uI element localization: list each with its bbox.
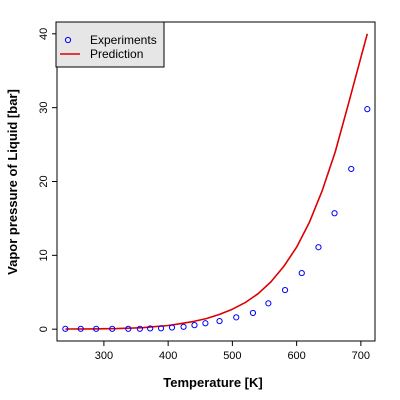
- y-tick-label: 0: [38, 326, 50, 332]
- experiment-point: [281, 286, 289, 294]
- experiment-point: [136, 325, 143, 332]
- experiment-point: [77, 325, 84, 332]
- experiment-point: [125, 325, 132, 332]
- x-axis-title: Temperature [K]: [163, 375, 262, 390]
- legend-experiments-marker: [64, 36, 72, 44]
- experiment-point: [364, 106, 371, 113]
- experiment-point: [168, 324, 176, 331]
- x-tick-label: 700: [352, 350, 370, 362]
- y-tick-label: 30: [38, 102, 50, 114]
- experiment-point: [191, 322, 198, 329]
- experiment-point: [249, 309, 257, 317]
- experiment-point: [202, 320, 209, 327]
- legend: Experiments Prediction: [55, 21, 165, 68]
- y-axis: 0 10 20 30 40: [38, 28, 57, 332]
- y-tick-label: 20: [38, 175, 50, 187]
- experiment-point: [180, 323, 187, 330]
- experiment-point: [315, 244, 322, 251]
- prediction-line: [65, 33, 369, 330]
- y-tick-label: 10: [38, 249, 50, 261]
- x-tick-label: 500: [223, 350, 241, 362]
- experiment-point: [216, 317, 223, 325]
- legend-box: [55, 21, 165, 68]
- x-tick-label: 600: [287, 350, 305, 362]
- experiment-point: [331, 210, 338, 217]
- experiment-point: [62, 325, 69, 332]
- experiment-point: [157, 325, 165, 332]
- x-tick-label: 400: [159, 350, 177, 362]
- y-tick-label: 40: [38, 28, 50, 40]
- experiment-point: [265, 300, 272, 307]
- experiment-point: [298, 269, 305, 277]
- series-layer: [62, 33, 371, 332]
- experiment-point: [93, 325, 100, 332]
- legend-experiments-label: Experiments: [90, 33, 157, 47]
- experiment-point: [147, 325, 154, 332]
- legend-prediction-label: Prediction: [90, 47, 143, 61]
- experiment-point: [233, 314, 240, 321]
- x-tick-label: 300: [95, 350, 113, 362]
- x-axis: 300 400 500 600 700: [95, 341, 370, 362]
- experiment-point: [348, 165, 355, 173]
- y-axis-title: Vapor pressure of Liquid [bar]: [5, 89, 20, 275]
- experiment-point: [109, 325, 116, 332]
